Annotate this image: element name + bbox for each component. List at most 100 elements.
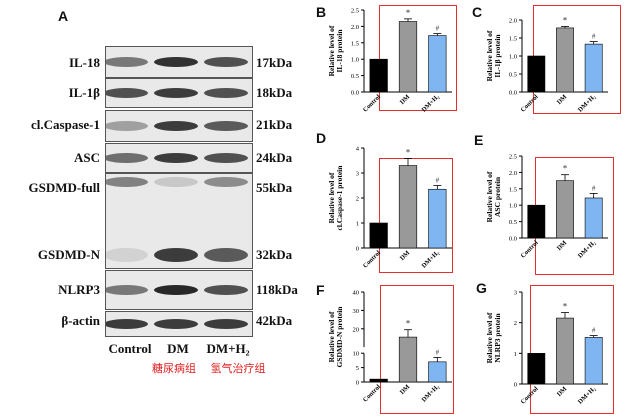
x-tick-label: DM+H₂ bbox=[421, 93, 441, 113]
blot-box-gsdmd-full bbox=[104, 173, 253, 269]
lane-label: DM+H₂ bbox=[206, 341, 250, 356]
y-tick-label: 0.0 bbox=[509, 90, 517, 97]
chart-g: 0 1 2 3 Relative level ofNLRP3 protein Contro… bbox=[485, 290, 608, 406]
blot-band bbox=[154, 285, 198, 295]
bar bbox=[527, 55, 546, 93]
bar bbox=[584, 197, 603, 239]
x-tick-label: Control bbox=[520, 239, 540, 259]
y-tick-label: 3 bbox=[356, 171, 359, 178]
y-tick-label: 0.0 bbox=[351, 90, 359, 97]
panel-letter-d: D bbox=[316, 130, 327, 146]
significance-marker: * bbox=[406, 148, 411, 158]
bar bbox=[398, 165, 418, 249]
y-tick-label: 2.0 bbox=[509, 170, 517, 177]
y-axis-label: Relative level ofIL-18 protein bbox=[327, 25, 344, 76]
y-tick-label: 4 bbox=[356, 146, 360, 153]
group-label-h2-cn: 氢气治疗组 bbox=[210, 362, 266, 375]
blot-box-cl-caspase-1 bbox=[104, 110, 253, 142]
blot-band bbox=[104, 177, 148, 187]
blot-box--actin bbox=[104, 311, 253, 337]
lane-label: DM bbox=[167, 341, 189, 356]
kda-label: 55kDa bbox=[256, 180, 293, 195]
blot-band bbox=[154, 177, 198, 187]
x-tick-label: DM+H₂ bbox=[577, 239, 597, 259]
y-tick-label: 5 bbox=[356, 365, 359, 372]
blot-band bbox=[104, 121, 148, 131]
blot-band bbox=[104, 88, 148, 98]
highlight-box bbox=[380, 285, 454, 414]
bar bbox=[369, 222, 388, 249]
protein-label: IL-1β bbox=[68, 85, 100, 100]
blot-band bbox=[154, 57, 198, 67]
kda-label: 17kDa bbox=[256, 55, 293, 70]
significance-marker: # bbox=[592, 327, 596, 335]
y-tick-label: 1.5 bbox=[509, 36, 517, 43]
bar bbox=[428, 361, 447, 383]
significance-marker: # bbox=[436, 25, 440, 33]
y-tick-label: 1.0 bbox=[351, 57, 359, 64]
blot-band bbox=[204, 285, 248, 295]
panel-letter-a: A bbox=[58, 8, 69, 24]
y-tick-label: 30 bbox=[353, 308, 360, 315]
protein-label: NLRP3 bbox=[58, 282, 100, 297]
blot-band bbox=[204, 177, 248, 187]
blot-box-il-1- bbox=[104, 78, 253, 108]
y-tick-label: 2.0 bbox=[509, 18, 517, 25]
x-tick-label: Control bbox=[520, 385, 540, 405]
bar bbox=[584, 43, 603, 93]
chart-c: 0.0 0.5 1.0 1.5 2.0 Relative level ofIL-1β pr… bbox=[485, 15, 608, 114]
y-axis-label: Relative level ofASC protein bbox=[485, 171, 502, 222]
protein-label: cl.Caspase-1 bbox=[31, 117, 100, 132]
bar bbox=[398, 21, 418, 93]
y-tick-label: 1.5 bbox=[509, 186, 517, 193]
x-tick-label: DM bbox=[556, 385, 569, 398]
significance-marker: * bbox=[406, 319, 411, 329]
blot-box-asc bbox=[104, 143, 253, 173]
bar bbox=[369, 378, 388, 383]
y-tick-label: 1.0 bbox=[509, 54, 517, 61]
blot-band bbox=[204, 153, 248, 163]
bar bbox=[527, 204, 546, 239]
y-tick-label: 1.5 bbox=[351, 40, 359, 47]
kda-label: 21kDa bbox=[256, 117, 293, 132]
bar bbox=[369, 58, 388, 93]
y-tick-label: 0.5 bbox=[509, 219, 517, 226]
bar bbox=[556, 180, 574, 239]
x-tick-label: DM bbox=[399, 249, 412, 262]
bar bbox=[584, 337, 603, 385]
x-tick-label: DM bbox=[556, 93, 569, 106]
x-tick-label: Control bbox=[362, 383, 382, 403]
x-tick-label: DM bbox=[556, 239, 569, 252]
significance-marker: * bbox=[563, 15, 568, 25]
kda-label: 32kDa bbox=[256, 247, 293, 262]
kda-label: 24kDa bbox=[256, 150, 293, 165]
highlight-box bbox=[379, 158, 453, 273]
y-tick-label: 2 bbox=[356, 196, 359, 203]
y-tick-label: 1 bbox=[356, 221, 359, 228]
blot-band bbox=[104, 285, 148, 295]
y-tick-label: 2.5 bbox=[351, 8, 359, 15]
highlight-box bbox=[379, 5, 457, 111]
y-tick-label: 0 bbox=[514, 382, 517, 389]
protein-label: IL-18 bbox=[68, 55, 100, 70]
y-axis-label: Relative level ofIL-1β protein bbox=[485, 30, 502, 81]
bar bbox=[527, 353, 546, 385]
bar bbox=[556, 27, 574, 93]
x-tick-label: DM+H₂ bbox=[577, 385, 597, 405]
chart-b: 0.0 0.5 1.0 1.5 2.0 2.5 Relative level ofIL-18… bbox=[327, 8, 452, 114]
blot-band bbox=[104, 248, 148, 262]
blot-band bbox=[154, 153, 198, 163]
blot-band bbox=[204, 88, 248, 98]
blot-box-nlrp3 bbox=[104, 270, 253, 310]
y-axis-label: Relative level ofNLRP3 protein bbox=[485, 312, 502, 363]
significance-marker: # bbox=[436, 177, 440, 185]
protein-label: GSDMD-full bbox=[28, 180, 101, 195]
y-axis-label: Relative level ofGSDMD-N protein bbox=[327, 306, 344, 368]
significance-marker: * bbox=[406, 8, 411, 18]
protein-label: β-actin bbox=[61, 313, 100, 328]
y-tick-label: 20 bbox=[353, 326, 360, 333]
x-tick-label: DM+H₂ bbox=[421, 249, 441, 269]
significance-marker: * bbox=[563, 302, 568, 312]
x-tick-label: Control bbox=[520, 93, 540, 113]
significance-marker: # bbox=[592, 33, 596, 41]
